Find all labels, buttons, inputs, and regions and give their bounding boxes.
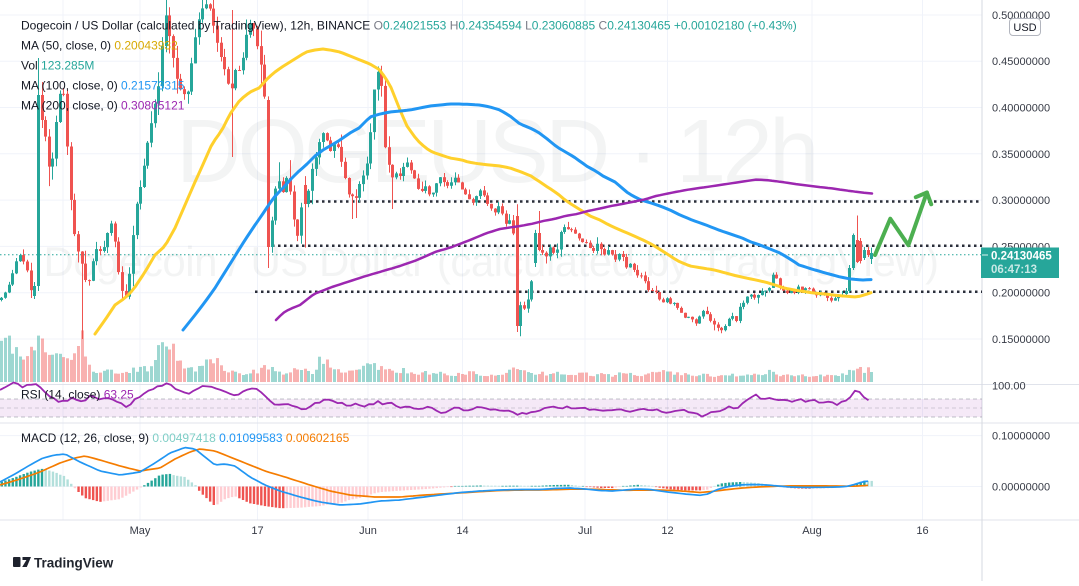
- svg-text:DOGEUSD · 12h: DOGEUSD · 12h: [176, 102, 816, 202]
- svg-text:0.30000000: 0.30000000: [992, 195, 1050, 207]
- svg-text:0.00000000: 0.00000000: [992, 482, 1050, 494]
- svg-text:17: 17: [251, 525, 263, 537]
- svg-text:14: 14: [456, 525, 468, 537]
- svg-text:Dogecoin / US Dollar (calculat: Dogecoin / US Dollar (calculated by Trad…: [44, 238, 939, 285]
- svg-text:MACD (12, 26, close, 9) 0.0049: MACD (12, 26, close, 9) 0.00497418 0.010…: [21, 431, 350, 445]
- svg-text:0.15000000: 0.15000000: [992, 334, 1050, 346]
- svg-text:Vol 123.285M: Vol 123.285M: [21, 59, 94, 73]
- svg-text:12: 12: [661, 525, 673, 537]
- svg-text:MA (50, close, 0) 0.20043932: MA (50, close, 0) 0.20043932: [21, 39, 178, 53]
- svg-text:TradingView: TradingView: [34, 556, 114, 571]
- svg-text:Aug: Aug: [802, 525, 822, 537]
- svg-text:May: May: [130, 525, 151, 537]
- svg-text:0.24130465: 0.24130465: [991, 251, 1052, 263]
- svg-text:0.10000000: 0.10000000: [992, 431, 1050, 443]
- svg-text:16: 16: [916, 525, 928, 537]
- svg-text:0.40000000: 0.40000000: [992, 103, 1050, 115]
- svg-text:RSI (14, close) 63.25: RSI (14, close) 63.25: [21, 388, 134, 402]
- svg-text:0.45000000: 0.45000000: [992, 56, 1050, 68]
- svg-text:0.35000000: 0.35000000: [992, 149, 1050, 161]
- svg-text:Jun: Jun: [359, 525, 377, 537]
- svg-text:MA (200, close, 0) 0.30805121: MA (200, close, 0) 0.30805121: [21, 99, 185, 113]
- svg-text:100.00: 100.00: [992, 381, 1026, 393]
- svg-text:0.20000000: 0.20000000: [992, 288, 1050, 300]
- svg-text:MA (100, close, 0) 0.21573315: MA (100, close, 0) 0.21573315: [21, 79, 185, 93]
- svg-text:06:47:13: 06:47:13: [991, 264, 1037, 276]
- svg-text:USD: USD: [1013, 22, 1036, 34]
- svg-text:Jul: Jul: [578, 525, 592, 537]
- svg-text:Dogecoin / US Dollar (calculat: Dogecoin / US Dollar (calculated by Trad…: [21, 19, 797, 33]
